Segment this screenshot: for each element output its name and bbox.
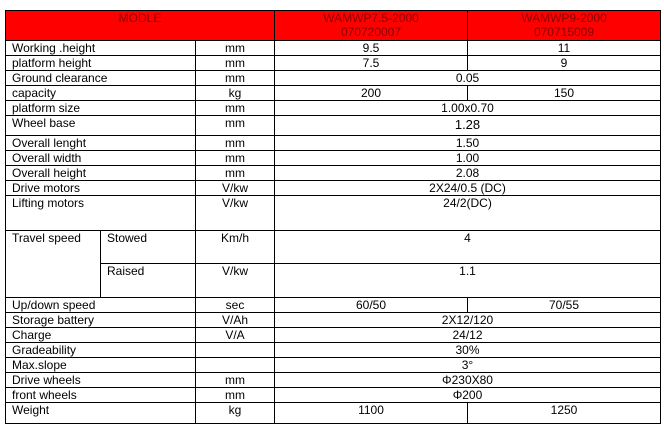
spec-unit: mm	[195, 100, 275, 116]
spec-label: Ground clearance	[5, 70, 196, 86]
spec-value-model2: 70/55	[467, 297, 661, 313]
spec-value-both: 1.00x0.70	[274, 100, 661, 116]
spec-unit: mm	[195, 372, 275, 388]
spec-unit: mm	[195, 135, 275, 151]
spec-unit: V/kw	[195, 180, 275, 196]
spec-value-both: 3°	[274, 357, 661, 373]
model1-header: WAMWP7.5-2000 070720007	[274, 10, 468, 41]
travel-speed-label: Travel speed	[5, 230, 101, 298]
stowed-label: Stowed	[100, 230, 196, 264]
spec-label: platform height	[5, 55, 196, 71]
spec-value-both: 30%	[274, 342, 661, 358]
table-row: Overall width mm 1.00	[5, 150, 661, 166]
table-row: capacity kg 200 150	[5, 85, 661, 101]
table-row: Drive motors V/kw 2X24/0.5 (DC)	[5, 180, 661, 196]
spec-label: front wheels	[5, 387, 196, 403]
spec-value-model1: 1100	[274, 402, 468, 424]
spec-unit: mm	[195, 55, 275, 71]
spec-value-model1: 200	[274, 85, 468, 101]
spec-label: Overall height	[5, 165, 196, 181]
spec-unit	[195, 342, 275, 358]
spec-value-model2: 11	[467, 40, 661, 56]
spec-value-model2: 1250	[467, 402, 661, 424]
spec-value-model2: 150	[467, 85, 661, 101]
spec-label: Storage battery	[5, 312, 196, 328]
spec-value-both: 2.08	[274, 165, 661, 181]
spec-label: Charge	[5, 327, 196, 343]
model2-header: WAMWP9-2000 070715009	[467, 10, 661, 41]
spec-label: platform size	[5, 100, 196, 116]
table-row: front wheels mm Φ200	[5, 387, 661, 403]
spec-value-model1: 60/50	[274, 297, 468, 313]
spec-label: Overall lenght	[5, 135, 196, 151]
model2-code: 070715009	[533, 25, 595, 39]
spec-value-model1: 9.5	[274, 40, 468, 56]
table-row: Charge V/A 24/12	[5, 327, 661, 343]
model-header: MODLE	[5, 10, 275, 41]
spec-value-both: 24/2(DC)	[274, 195, 661, 231]
table-row: Ground clearance mm 0.05	[5, 70, 661, 86]
spec-value-both: 1.50	[274, 135, 661, 151]
spec-label: Gradeability	[5, 342, 196, 358]
spec-unit: V/kw	[195, 195, 275, 231]
spec-label: Lifting motors	[5, 195, 196, 231]
spec-label: Max.slope	[5, 357, 196, 373]
table-row: Drive wheels mm Φ230X80	[5, 372, 661, 388]
spec-table: MODLE WAMWP7.5-2000 070720007 WAMWP9-2000…	[5, 10, 661, 424]
spec-unit: mm	[195, 70, 275, 86]
spec-value-both: 2X24/0.5 (DC)	[274, 180, 661, 196]
header-row: MODLE WAMWP7.5-2000 070720007 WAMWP9-2000…	[5, 10, 661, 41]
spec-unit: kg	[195, 402, 275, 424]
raised-value: 1.1	[274, 263, 661, 298]
spec-unit: mm	[195, 387, 275, 403]
table-row: Gradeability 30%	[5, 342, 661, 358]
spec-label: Overall width	[5, 150, 196, 166]
stowed-value: 4	[274, 230, 661, 264]
spec-label: Drive wheels	[5, 372, 196, 388]
spec-unit: sec	[195, 297, 275, 313]
spec-unit: V/Ah	[195, 312, 275, 328]
spec-unit	[195, 357, 275, 373]
spec-unit: mm	[195, 115, 275, 136]
table-row: Storage battery V/Ah 2X12/120	[5, 312, 661, 328]
table-row: Wheel base mm 1.28	[5, 115, 661, 136]
spec-value-both: Φ230X80	[274, 372, 661, 388]
spec-unit: mm	[195, 150, 275, 166]
stowed-unit: Km/h	[195, 230, 275, 264]
spec-label: capacity	[5, 85, 196, 101]
table-row: Max.slope 3°	[5, 357, 661, 373]
table-row: Lifting motors V/kw 24/2(DC)	[5, 195, 661, 231]
table-row: Working .height mm 9.5 11	[5, 40, 661, 56]
table-row: Overall lenght mm 1.50	[5, 135, 661, 151]
spec-value-both: 1.28	[274, 115, 661, 136]
model2-name: WAMWP9-2000	[521, 11, 607, 26]
table-row: platform height mm 7.5 9	[5, 55, 661, 71]
raised-label: Raised	[100, 263, 196, 298]
travel-stowed-row: Travel speed Stowed Km/h 4	[5, 230, 661, 298]
spec-value-both: Φ200	[274, 387, 661, 403]
spec-unit: kg	[195, 85, 275, 101]
table-row: platform size mm 1.00x0.70	[5, 100, 661, 116]
spec-value-both: 24/12	[274, 327, 661, 343]
travel-raised-row: Raised V/kw 1.1	[6, 263, 661, 298]
spec-unit: mm	[195, 40, 275, 56]
spec-unit: mm	[195, 165, 275, 181]
spec-value-model2: 9	[467, 55, 661, 71]
table-row: Up/down speed sec 60/50 70/55	[5, 297, 661, 313]
raised-unit: V/kw	[195, 263, 275, 298]
spec-value-both: 2X12/120	[274, 312, 661, 328]
spec-label: Weight	[5, 402, 196, 424]
model1-name: WAMWP7.5-2000	[323, 11, 419, 26]
table-row: Overall height mm 2.08	[5, 165, 661, 181]
spec-label: Drive motors	[5, 180, 196, 196]
spec-value-both: 0.05	[274, 70, 661, 86]
model1-code: 070720007	[340, 25, 402, 39]
spec-value-both: 1.00	[274, 150, 661, 166]
spec-label: Wheel base	[5, 115, 196, 136]
spec-unit: V/A	[195, 327, 275, 343]
spec-label: Up/down speed	[5, 297, 196, 313]
table-row: Weight kg 1100 1250	[5, 402, 661, 424]
spec-label: Working .height	[5, 40, 196, 56]
spec-value-model1: 7.5	[274, 55, 468, 71]
